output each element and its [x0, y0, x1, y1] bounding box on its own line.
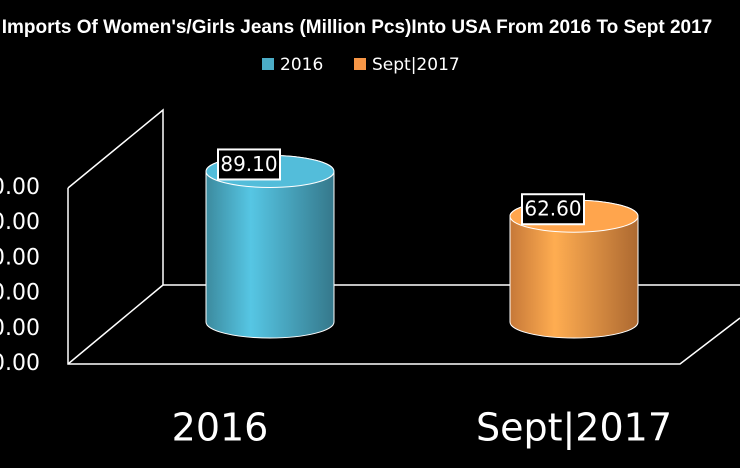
y-tick-label: 100.00 [0, 175, 40, 200]
legend-label: 2016 [280, 55, 323, 75]
legend-swatch [354, 58, 366, 70]
floor-side [67, 284, 164, 365]
y-tick-label: 20.00 [0, 316, 40, 341]
value-label-box [217, 148, 281, 181]
x-tick-label: Sept|2017 [476, 406, 672, 451]
y-tick-label: 60.00 [0, 245, 40, 270]
x-tick-label: 2016 [172, 406, 269, 450]
floor-front [67, 188, 740, 365]
legend-label: Sept|2017 [372, 55, 460, 75]
value-label: 89.10 [220, 152, 277, 176]
legend-swatch [262, 58, 274, 70]
chart-walls [67, 108, 740, 365]
chart-title: Imports Of Women's/Girls Jeans (Million … [2, 17, 713, 38]
value-label: 62.60 [524, 197, 581, 221]
y-tick-label: 40.00 [0, 281, 40, 306]
y-tick-label: 80.00 [0, 210, 40, 235]
back-wall [67, 108, 740, 286]
y-tick-label: 0.00 [0, 351, 40, 376]
value-label-box [521, 193, 585, 226]
